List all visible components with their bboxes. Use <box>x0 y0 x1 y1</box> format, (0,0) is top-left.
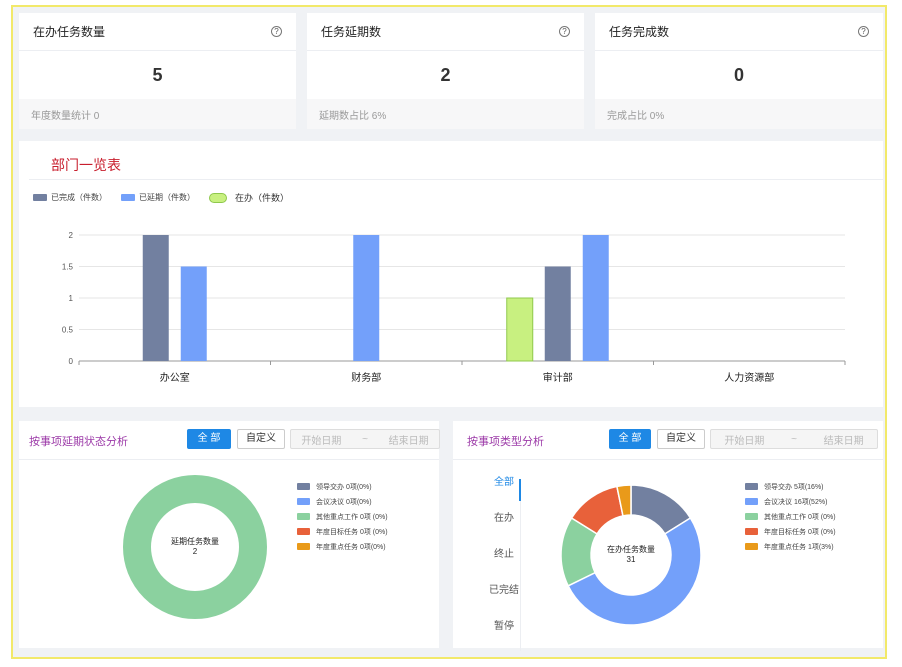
bar <box>353 235 380 361</box>
panel-title: 按事项延期状态分析 <box>29 436 128 448</box>
stat-footer: 延期数占比 6% <box>307 99 584 129</box>
stat-value: 5 <box>152 64 163 85</box>
legend-completed[interactable]: 已完成（件数） <box>33 192 107 203</box>
legend-item[interactable]: 其他重点工作 0项 (0%) <box>745 509 836 524</box>
status-tabs: 全部 在办 终止 已完结 暂停 <box>479 473 529 653</box>
stat-value: 0 <box>733 64 744 85</box>
tab-all[interactable]: 全部 <box>494 477 514 488</box>
legend-item[interactable]: 年度重点任务 0项(0%) <box>297 539 388 554</box>
stat-title: 任务完成数 <box>609 25 670 39</box>
active-tab-indicator <box>519 479 521 501</box>
donut-center-value: 31 <box>627 555 636 564</box>
legend-swatch <box>33 194 47 201</box>
help-icon[interactable]: ? <box>271 26 282 37</box>
legend-item[interactable]: 会议决议 16项(52%) <box>745 494 836 509</box>
divider <box>29 179 883 180</box>
donut-center-label: 延期任务数量 <box>171 536 219 546</box>
date-range-picker[interactable]: 开始日期 ~ 结束日期 <box>710 429 878 449</box>
legend-in-progress[interactable]: 在办（件数） <box>209 191 289 204</box>
department-title: 部门一览表 <box>51 157 121 173</box>
donut-center-value: 2 <box>193 547 198 556</box>
legend-item[interactable]: 会议决议 0项(0%) <box>297 494 388 509</box>
tab-terminated[interactable]: 终止 <box>494 549 514 560</box>
stat-value: 2 <box>440 64 451 85</box>
legend-label: 在办（件数） <box>235 193 290 203</box>
x-tick-label: 人力资源部 <box>724 371 774 384</box>
task-type-panel: 按事项类型分析 全 部 自定义 开始日期 ~ 结束日期 全部 在办 终止 已完结… <box>453 421 883 651</box>
x-tick-label: 审计部 <box>543 371 573 384</box>
stat-title: 任务延期数 <box>321 25 382 39</box>
all-button[interactable]: 全 部 <box>609 429 651 449</box>
tab-divider <box>520 479 521 651</box>
donut-ring <box>123 475 267 619</box>
x-tick-label: 财务部 <box>351 371 381 384</box>
donut-legend: 领导交办 0项(0%) 会议决议 0项(0%) 其他重点工作 0项 (0%) 年… <box>297 479 388 554</box>
divider <box>453 459 883 460</box>
legend-item[interactable]: 年度重点任务 1项(3%) <box>745 539 836 554</box>
end-date-input[interactable]: 结束日期 <box>388 435 429 447</box>
all-button[interactable]: 全 部 <box>187 429 231 449</box>
bar-legend: 已完成（件数） 已延期（件数） 在办（件数） <box>33 191 303 204</box>
legend-item[interactable]: 其他重点工作 0项 (0%) <box>297 509 388 524</box>
legend-label: 已完成（件数） <box>51 193 107 202</box>
legend-item[interactable]: 年度目标任务 0项 (0%) <box>745 524 836 539</box>
department-bar-chart: 0 0.5 1 1.5 2 办公室 财务部 审计部 人力资源部 <box>62 231 846 384</box>
range-separator: ~ <box>362 433 368 445</box>
start-date-input[interactable]: 开始日期 <box>301 435 342 447</box>
tab-paused[interactable]: 暂停 <box>494 621 514 632</box>
x-tick-label: 办公室 <box>160 371 190 384</box>
panel-title: 按事项类型分析 <box>467 436 544 448</box>
legend-swatch <box>121 194 135 201</box>
department-panel: 部门一览表 已完成（件数） 已延期（件数） 在办（件数） 0 0.5 1 1.5 2 办公… <box>19 141 883 407</box>
y-tick-label: 2 <box>69 231 74 240</box>
divider <box>19 459 439 460</box>
tab-finished[interactable]: 已完结 <box>489 585 519 596</box>
legend-label: 已延期（件数） <box>139 193 195 202</box>
donut-center-label: 在办任务数量 <box>607 544 655 554</box>
bar <box>582 235 609 361</box>
legend-item[interactable]: 领导交办 0项(0%) <box>297 479 388 494</box>
donut-slice <box>567 516 702 626</box>
stat-card-completed: 任务完成数? 0 完成占比 0% <box>595 13 883 129</box>
bar <box>180 266 207 361</box>
donut-legend: 领导交办 5项(16%) 会议决议 16项(52%) 其他重点工作 0项 (0%… <box>745 479 836 554</box>
legend-delayed[interactable]: 已延期（件数） <box>121 192 195 203</box>
stat-footer: 年度数量统计 0 <box>19 99 296 129</box>
stat-card-in-progress: 在办任务数量? 5 年度数量统计 0 <box>19 13 296 129</box>
help-icon[interactable]: ? <box>858 26 869 37</box>
bar <box>544 266 571 361</box>
custom-button[interactable]: 自定义 <box>657 429 705 449</box>
donut-slice <box>616 484 632 517</box>
legend-swatch <box>209 192 227 203</box>
tab-in-progress[interactable]: 在办 <box>494 513 514 524</box>
stat-footer: 完成占比 0% <box>595 99 883 129</box>
stat-card-delayed: 任务延期数? 2 延期数占比 6% <box>307 13 584 129</box>
help-icon[interactable]: ? <box>559 26 570 37</box>
dashboard-frame: 在办任务数量? 5 年度数量统计 0 任务延期数? 2 延期数占比 6% 任务完… <box>11 5 887 659</box>
legend-item[interactable]: 年度目标任务 0项 (0%) <box>297 524 388 539</box>
start-date-input[interactable]: 开始日期 <box>724 435 765 447</box>
y-tick-label: 1.5 <box>62 263 74 272</box>
y-tick-label: 1 <box>69 294 74 303</box>
date-range-picker[interactable]: 开始日期 ~ 结束日期 <box>290 429 440 449</box>
bar <box>142 235 169 361</box>
legend-item[interactable]: 领导交办 5项(16%) <box>745 479 836 494</box>
end-date-input[interactable]: 结束日期 <box>823 435 864 447</box>
delay-status-panel: 按事项延期状态分析 全 部 自定义 开始日期 ~ 结束日期 延期任务数量 2 领导… <box>19 421 440 648</box>
stat-title: 在办任务数量 <box>33 25 106 39</box>
y-tick-label: 0.5 <box>62 326 74 335</box>
bar <box>506 297 534 362</box>
y-tick-label: 0 <box>69 357 74 366</box>
range-separator: ~ <box>791 433 797 445</box>
custom-button[interactable]: 自定义 <box>237 429 285 449</box>
